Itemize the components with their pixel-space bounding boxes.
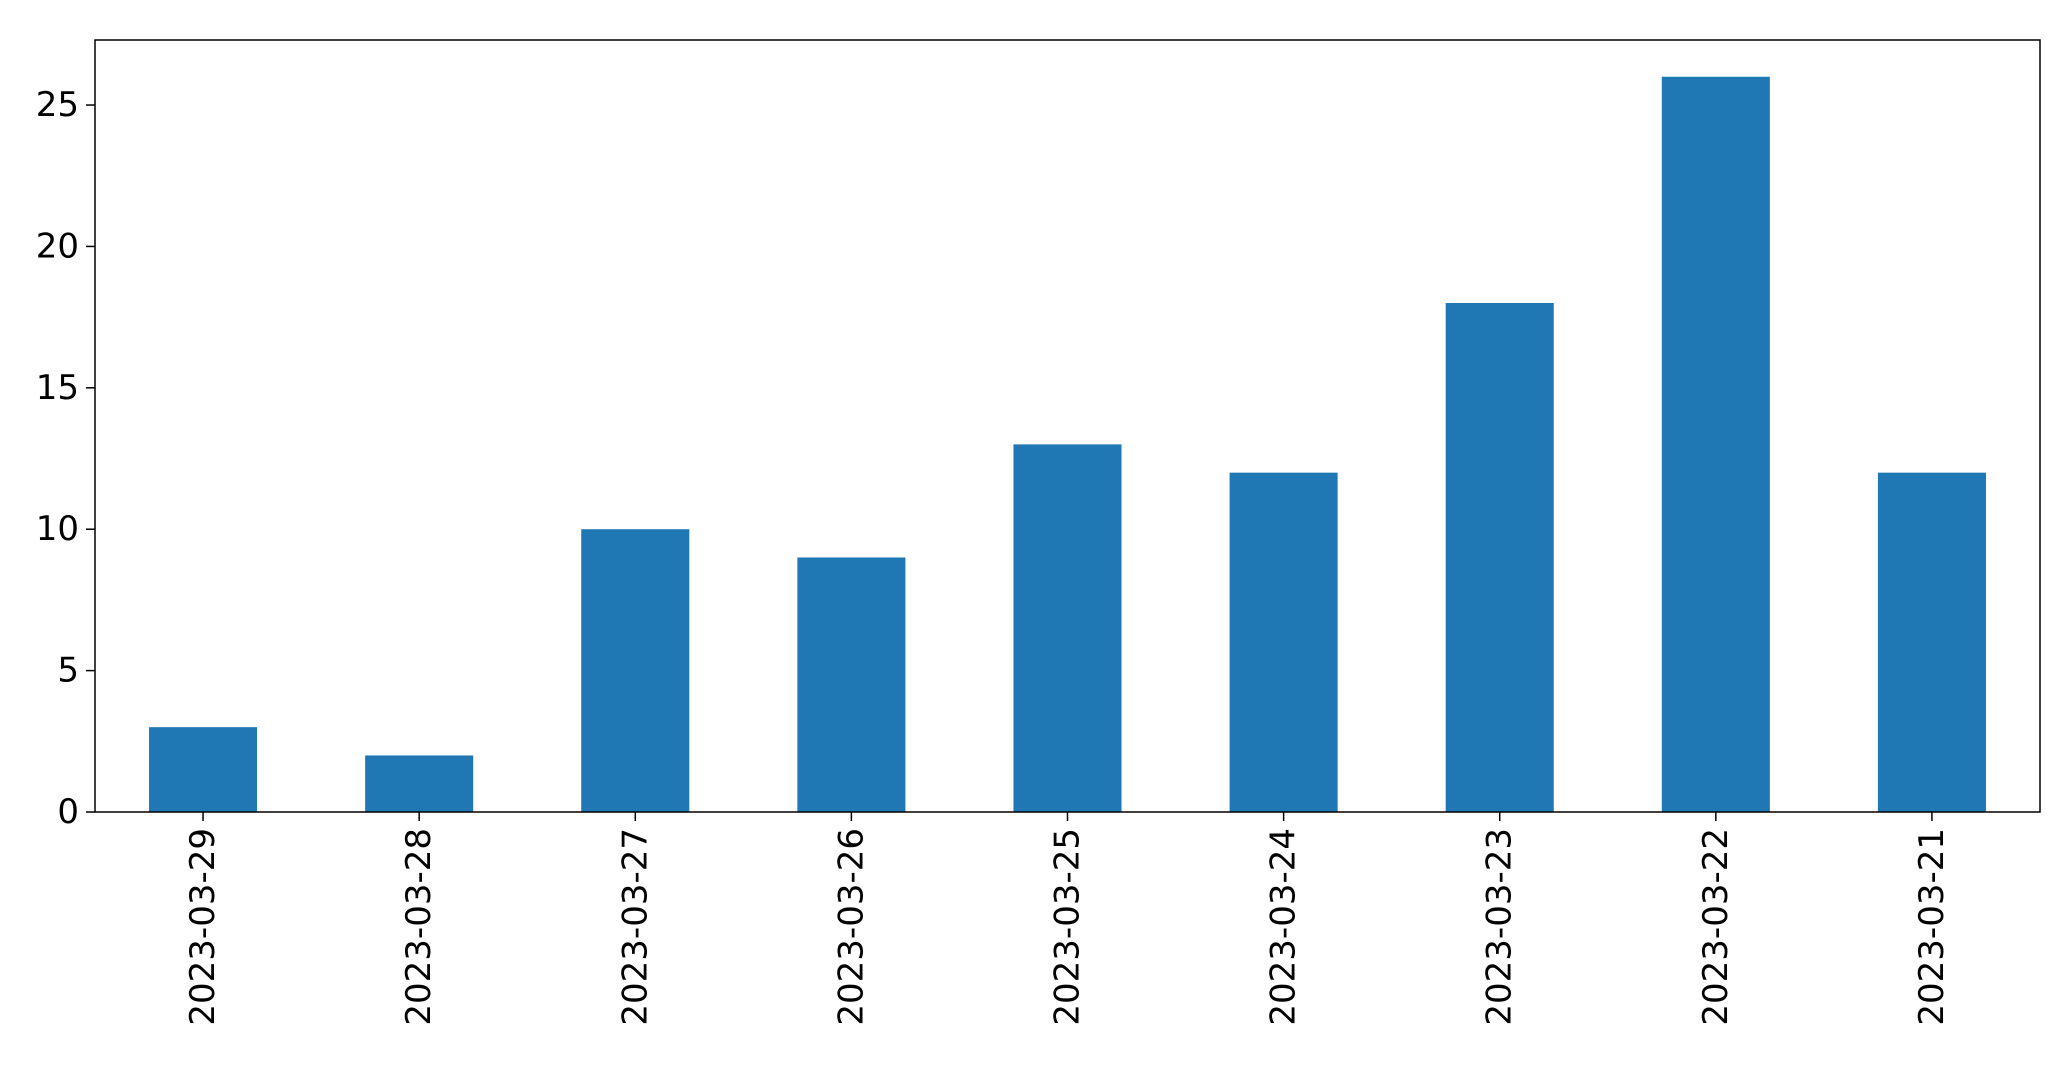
x-tick-label: 2023-03-24 xyxy=(1264,828,1304,1026)
x-tick-label: 2023-03-27 xyxy=(615,828,655,1026)
x-tick-label: 2023-03-21 xyxy=(1912,828,1952,1026)
bar-2023-03-22 xyxy=(1661,76,1770,812)
bar-2023-03-21 xyxy=(1877,472,1986,812)
bar-2023-03-26 xyxy=(797,557,906,812)
x-tick-label: 2023-03-23 xyxy=(1480,828,1520,1026)
bar-2023-03-24 xyxy=(1229,472,1338,812)
x-tick-label: 2023-03-29 xyxy=(183,828,223,1026)
y-tick-label: 25 xyxy=(36,85,79,125)
x-tick-label: 2023-03-22 xyxy=(1696,828,1736,1026)
y-tick-label: 15 xyxy=(36,368,79,408)
bar-2023-03-29 xyxy=(149,727,258,812)
bar-2023-03-25 xyxy=(1013,444,1122,812)
bar-2023-03-23 xyxy=(1445,302,1554,812)
x-tick-label: 2023-03-28 xyxy=(399,828,439,1026)
x-tick-label: 2023-03-26 xyxy=(831,828,871,1026)
y-tick-label: 0 xyxy=(57,792,79,832)
x-tick-label: 2023-03-25 xyxy=(1048,828,1088,1026)
y-tick-label: 20 xyxy=(36,226,79,266)
bars-layer xyxy=(149,76,1986,812)
bar-2023-03-28 xyxy=(365,755,474,812)
y-tick-label: 10 xyxy=(36,509,79,549)
y-axis: 0 5 10 15 20 25 xyxy=(36,85,95,832)
bar-2023-03-27 xyxy=(581,529,690,812)
x-axis: 2023-03-29 2023-03-28 2023-03-27 2023-03-26… xyxy=(183,812,1952,1026)
plot-frame xyxy=(94,39,2041,813)
y-tick-label: 5 xyxy=(57,651,79,691)
